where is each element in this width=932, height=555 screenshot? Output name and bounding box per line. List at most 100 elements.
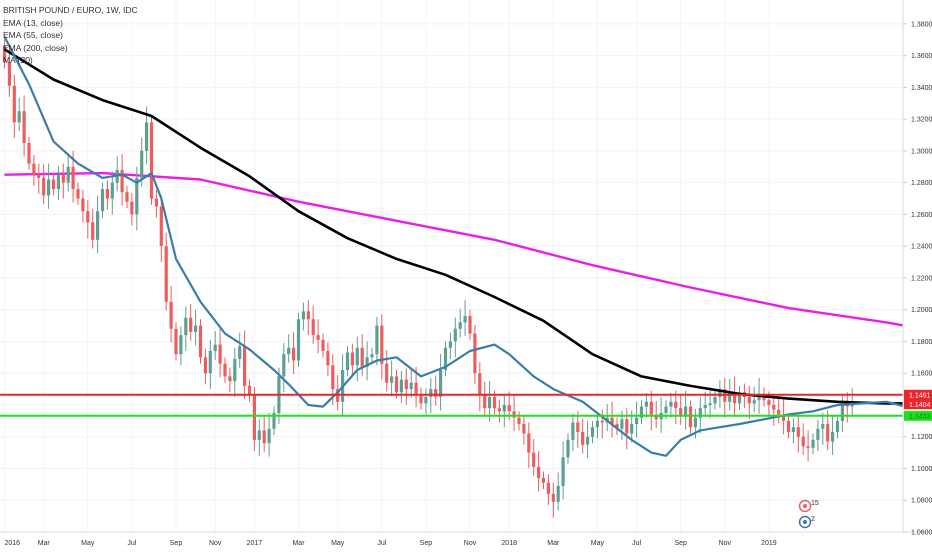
candle <box>219 329 222 377</box>
time-tick-label: Nov <box>719 540 732 547</box>
candle <box>522 415 525 444</box>
candle-body <box>400 380 403 393</box>
candle-body <box>302 311 305 319</box>
candle-body <box>155 199 158 207</box>
candle <box>645 393 648 418</box>
candle-body <box>18 111 21 122</box>
candle <box>375 317 378 365</box>
candle-body <box>464 316 467 322</box>
candle <box>253 387 256 451</box>
legend-ema200[interactable]: EMA (200, close) <box>3 42 138 55</box>
candle-body <box>312 319 315 335</box>
candle <box>81 190 84 223</box>
time-tick-label: 2019 <box>761 540 777 547</box>
candle-body <box>228 376 231 381</box>
candle-body <box>674 402 677 408</box>
candle-body <box>106 189 109 199</box>
candle <box>802 423 805 455</box>
price-tick-label: 1.0800 <box>911 498 932 505</box>
candle <box>238 333 241 368</box>
candle-body <box>601 421 604 423</box>
candle <box>174 322 177 360</box>
candle-body <box>405 380 408 390</box>
candle <box>821 413 824 445</box>
price-tick-label: 1.1800 <box>911 339 932 346</box>
event-badges[interactable]: 15 2 <box>800 500 819 528</box>
candle <box>566 434 569 464</box>
candle <box>27 137 30 170</box>
candles-layer <box>3 40 854 518</box>
candle-body <box>326 351 329 365</box>
candle-body <box>72 167 75 189</box>
candle <box>733 376 736 416</box>
candle-body <box>459 322 462 328</box>
candle <box>282 343 285 392</box>
candle <box>106 180 109 209</box>
candle-body <box>449 341 452 347</box>
candle <box>243 330 246 399</box>
candle <box>816 420 819 451</box>
candle-body <box>547 483 550 494</box>
last-price-label: 1.1404 <box>904 399 932 409</box>
price-axis[interactable] <box>903 0 932 532</box>
candle <box>606 404 609 431</box>
legend-ma20[interactable]: MA (20) <box>3 54 138 67</box>
candle-body <box>81 199 84 212</box>
candle-body <box>410 383 413 389</box>
candle <box>454 318 457 358</box>
candle <box>478 362 481 411</box>
candle-body <box>772 405 775 410</box>
candle <box>513 395 516 431</box>
candle-body <box>204 357 207 373</box>
time-tick-label: Mar <box>38 540 51 547</box>
candle-body <box>704 405 707 408</box>
candle-body <box>542 478 545 483</box>
time-tick-label: Sep <box>170 540 183 547</box>
candle <box>184 307 187 351</box>
candle <box>483 382 486 417</box>
candle-body <box>42 178 45 195</box>
candle-body <box>748 397 751 403</box>
candle <box>743 384 746 409</box>
candle <box>537 451 540 491</box>
candle <box>748 386 751 419</box>
candle-body <box>101 189 104 211</box>
candle-body <box>194 326 197 332</box>
candle <box>552 483 555 518</box>
candle-body <box>581 432 584 445</box>
badge-count-bottom: 2 <box>811 516 815 523</box>
candle-body <box>841 403 844 420</box>
candle-body <box>282 354 285 376</box>
candle-body <box>537 467 540 478</box>
candle <box>268 413 271 457</box>
time-tick-label: Mar <box>547 540 560 547</box>
candle-body <box>488 397 491 408</box>
candle <box>684 391 687 430</box>
candle <box>356 337 359 381</box>
candle <box>302 303 305 331</box>
candle <box>228 368 231 393</box>
candle <box>165 233 168 311</box>
legend-ema13[interactable]: EMA (13, close) <box>3 17 138 30</box>
time-tick-label: 2016 <box>5 540 21 547</box>
candle <box>772 394 775 426</box>
candle <box>297 313 300 367</box>
candle-body <box>571 422 574 439</box>
legend-ema55[interactable]: EMA (55, close) <box>3 29 138 42</box>
candle <box>841 395 844 432</box>
candle <box>611 402 614 438</box>
price-tick-label: 1.3600 <box>911 53 932 60</box>
badge-count-top: 15 <box>811 500 819 507</box>
candle-body <box>375 326 378 355</box>
price-tick-label: 1.1000 <box>911 466 932 473</box>
candle-body <box>125 192 128 202</box>
candle-body <box>684 407 687 417</box>
grid <box>0 0 903 532</box>
candle-body <box>199 326 202 358</box>
candle <box>581 418 584 453</box>
candle <box>498 399 501 422</box>
candle <box>562 441 565 499</box>
candle <box>150 116 153 205</box>
